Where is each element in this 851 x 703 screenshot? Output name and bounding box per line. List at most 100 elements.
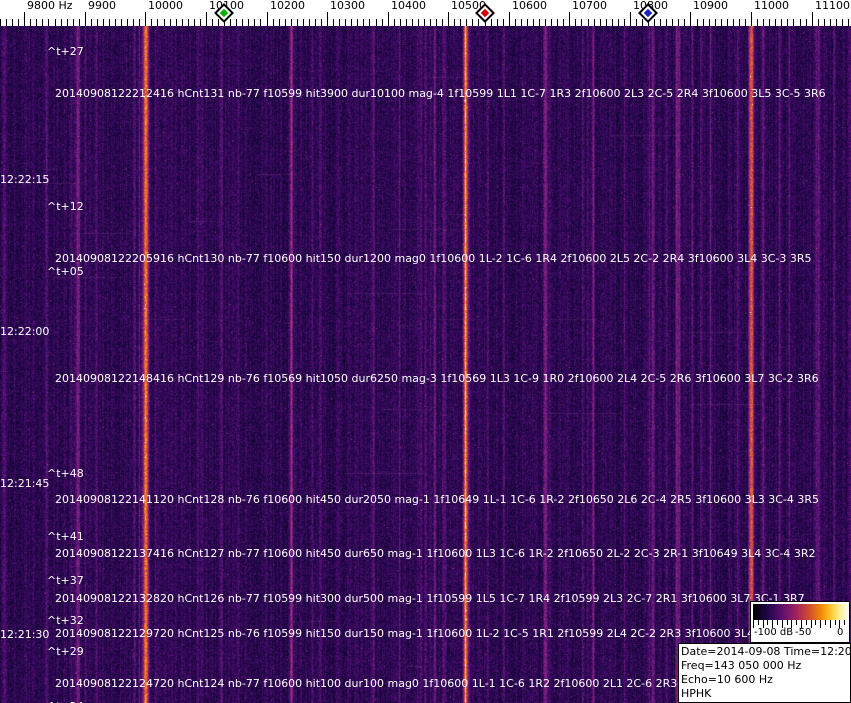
ruler-tick-minor xyxy=(654,19,655,26)
ruler-tick-minor xyxy=(842,19,843,26)
ruler-tick-minor xyxy=(42,19,43,26)
ruler-tick-minor xyxy=(97,19,98,26)
scale-tick xyxy=(835,620,836,625)
ruler-tick-minor xyxy=(254,19,255,26)
scale-tick xyxy=(796,620,797,625)
event-time-marker: ^t+12 xyxy=(47,200,84,213)
ruler-label: 11000 xyxy=(754,0,789,12)
ruler-tick-minor xyxy=(660,19,661,26)
ruler-tick-minor xyxy=(739,19,740,26)
ruler-tick-minor xyxy=(472,19,473,26)
ruler-tick-minor xyxy=(836,19,837,26)
ruler-tick-minor xyxy=(0,19,1,26)
scale-tick xyxy=(811,620,812,628)
ruler-tick-minor xyxy=(763,19,764,26)
ruler-tick-major xyxy=(388,12,389,26)
ruler-tick-minor xyxy=(242,19,243,26)
ruler-tick-minor xyxy=(466,19,467,26)
ruler-tick-minor xyxy=(164,19,165,26)
ruler-tick-minor xyxy=(618,19,619,26)
ruler-tick-minor xyxy=(157,19,158,26)
ruler-label: 10700 xyxy=(572,0,607,12)
ruler-tick-minor xyxy=(170,19,171,26)
ruler-tick-minor xyxy=(55,19,56,26)
ruler-tick-minor xyxy=(606,19,607,26)
event-detection-line: 20140908122148416 hCnt129 nb-76 f10569 h… xyxy=(55,372,819,385)
ruler-tick-minor xyxy=(545,19,546,26)
ruler-tick-major xyxy=(448,12,449,26)
ruler-tick-minor xyxy=(279,19,280,26)
ruler-tick-minor xyxy=(339,19,340,26)
info-echo: Echo=10 600 Hz xyxy=(681,673,773,686)
ruler-tick-major xyxy=(327,12,328,26)
ruler-tick-minor xyxy=(636,19,637,26)
ruler-tick-minor xyxy=(297,19,298,26)
ruler-tick-minor xyxy=(745,19,746,26)
ruler-label: 10600 xyxy=(512,0,547,12)
scale-tick xyxy=(791,620,792,628)
ruler-tick-minor xyxy=(588,19,589,26)
ruler-label: 10200 xyxy=(270,0,305,12)
ruler-tick-minor xyxy=(557,19,558,26)
ruler-tick-minor xyxy=(539,19,540,26)
scale-tick xyxy=(839,620,840,628)
ruler-tick-minor xyxy=(345,19,346,26)
event-time-marker: ^t+27 xyxy=(47,45,84,58)
ruler-tick-minor xyxy=(12,19,13,26)
ruler-tick-minor xyxy=(36,19,37,26)
ruler-tick-minor xyxy=(182,19,183,26)
ruler-tick-minor xyxy=(527,19,528,26)
waterfall-display[interactable]: 12:22:15 12:22:00 12:21:45 12:21:30 ^t+27 201… xyxy=(0,26,851,703)
ruler-tick-minor xyxy=(678,19,679,26)
ruler-tick-minor xyxy=(127,19,128,26)
ruler-tick-minor xyxy=(666,19,667,26)
ruler-tick-minor xyxy=(491,19,492,26)
ruler-tick-major xyxy=(24,12,25,26)
event-text-overlay: 12:22:15 12:22:00 12:21:45 12:21:30 ^t+27 201… xyxy=(0,26,851,703)
event-detection-line: 20140908122124720 hCnt124 nb-77 f10600 h… xyxy=(55,677,801,690)
ruler-tick-minor xyxy=(757,19,758,26)
ruler-tick-minor xyxy=(648,19,649,26)
event-time-marker: ^t+24 xyxy=(47,701,84,703)
waterfall-canvas[interactable] xyxy=(0,26,851,703)
ruler-tick-major xyxy=(812,12,813,26)
event-time-marker: ^t+05 xyxy=(47,265,84,278)
ruler-tick-minor xyxy=(382,19,383,26)
ruler-tick-minor xyxy=(503,19,504,26)
ruler-tick-minor xyxy=(533,19,534,26)
event-time-marker: ^t+32 xyxy=(47,614,84,627)
ruler-tick-minor xyxy=(30,19,31,26)
ruler-tick-minor xyxy=(273,19,274,26)
ruler-tick-minor xyxy=(515,19,516,26)
ruler-tick-minor xyxy=(672,19,673,26)
ruler-tick-minor xyxy=(721,19,722,26)
color-scale-legend: -100 dB -50 0 xyxy=(750,601,850,643)
ruler-tick-minor xyxy=(478,19,479,26)
ruler-tick-minor xyxy=(6,19,7,26)
ruler-tick-minor xyxy=(642,19,643,26)
ruler-tick-minor xyxy=(285,19,286,26)
ruler-tick-minor xyxy=(715,19,716,26)
ruler-tick-minor xyxy=(48,19,49,26)
ruler-tick-minor xyxy=(151,19,152,26)
ruler-tick-minor xyxy=(115,19,116,26)
time-axis-label: 12:21:45 xyxy=(0,477,50,490)
ruler-tick-minor xyxy=(176,19,177,26)
ruler-tick-minor xyxy=(793,19,794,26)
ruler-tick-minor xyxy=(121,19,122,26)
ruler-tick-minor xyxy=(333,19,334,26)
ruler-tick-minor xyxy=(624,19,625,26)
event-detection-line: 20140908122129720 hCnt125 nb-76 f10599 h… xyxy=(55,627,805,640)
ruler-tick-minor xyxy=(139,19,140,26)
ruler-tick-minor xyxy=(376,19,377,26)
ruler-label: 9800 Hz xyxy=(27,0,73,12)
ruler-tick-minor xyxy=(224,19,225,26)
ruler-tick-minor xyxy=(733,19,734,26)
event-detection-line: 20140908122141120 hCnt128 nb-76 f10600 h… xyxy=(55,493,819,506)
frequency-ruler[interactable]: 9800 Hz990010000101001020010300104001050… xyxy=(0,0,851,26)
time-axis-label: 12:22:00 xyxy=(0,325,50,338)
ruler-tick-minor xyxy=(369,19,370,26)
scale-mid-label: -50 xyxy=(795,627,812,638)
ruler-tick-minor xyxy=(581,19,582,26)
ruler-label: 10400 xyxy=(391,0,426,12)
